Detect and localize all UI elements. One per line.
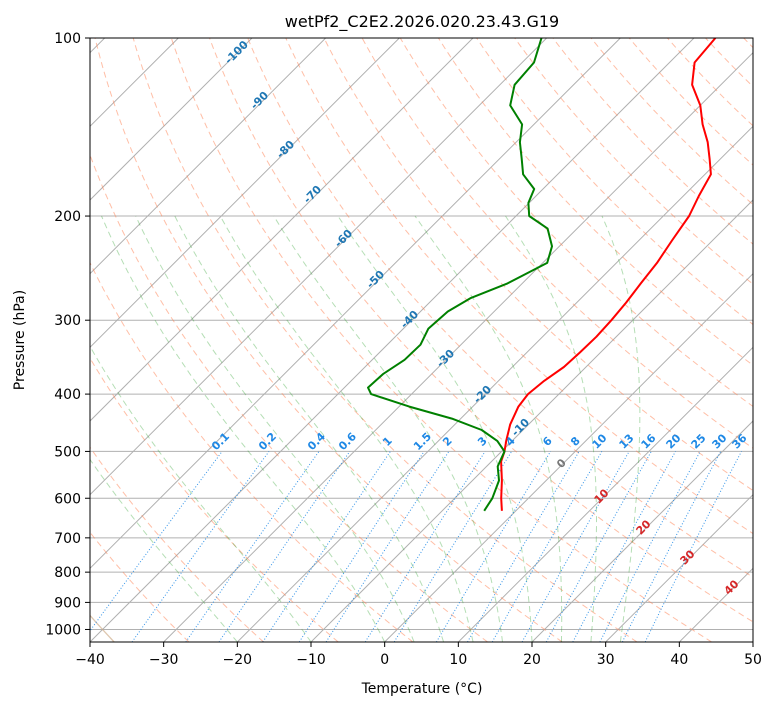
isotherm-line: [90, 38, 695, 642]
dry-adiabat-line: [90, 446, 264, 642]
mixing-ratio-line: [298, 451, 425, 642]
y-tick-label: 800: [54, 565, 81, 581]
isotherm-line: [457, 346, 753, 642]
isobar-grid: [90, 38, 753, 630]
x-tick-label: −20: [223, 652, 253, 668]
y-tick-label: 100: [54, 31, 81, 47]
x-tick-label: 10: [449, 652, 467, 668]
x-tick-label: −30: [149, 652, 179, 668]
dry-adiabat-lines: [90, 38, 753, 642]
plot-frame: [89, 37, 754, 643]
dry-adiabat-line: [94, 38, 563, 642]
mixing-ratio-line: [644, 451, 742, 642]
mixing-ratio-line: [467, 451, 580, 642]
dry-adiabat-line: [90, 261, 414, 642]
mixing-ratio-line: [435, 451, 552, 642]
isotherm-line: [531, 420, 753, 642]
moist-adiabat-line: [273, 215, 503, 642]
x-tick-label: 0: [380, 652, 389, 668]
isotherm-line: [90, 38, 548, 496]
mixing-ratio-line: [262, 451, 391, 642]
x-tick-label: 40: [670, 652, 688, 668]
isotherm-line: [384, 272, 753, 642]
dry-adiabat-line: [323, 38, 753, 492]
y-tick-label: 400: [54, 387, 81, 403]
moist-adiabat-line: [135, 215, 415, 642]
mixing-ratio-line: [131, 451, 270, 642]
isotherm-line: [163, 51, 753, 642]
x-tick-label: −10: [296, 652, 326, 668]
mixing-ratio-line: [90, 451, 223, 632]
moist-adiabat-line: [90, 345, 312, 642]
mixing-ratio-line: [545, 451, 652, 642]
x-tick-label: −40: [75, 652, 105, 668]
moist-adiabat-line: [337, 215, 533, 642]
moist-adiabat-line: [505, 215, 597, 642]
y-tick-label: 300: [54, 313, 81, 329]
mixing-ratio-line: [521, 451, 630, 642]
dewpoint-profile-line: [367, 38, 553, 512]
moist-adiabat-lines: [90, 215, 641, 642]
x-tick-label: 50: [744, 652, 762, 668]
moist-adiabat-line: [414, 215, 563, 642]
y-axis-title: Pressure (hPa): [12, 290, 28, 390]
isotherm-line: [90, 38, 253, 201]
isotherm-line: [236, 125, 753, 642]
mixing-ratio-line: [491, 451, 603, 642]
moist-adiabat-line: [174, 215, 445, 642]
dry-adiabat-line: [361, 38, 753, 449]
moist-adiabat-line: [101, 215, 386, 642]
dry-adiabat-line: [247, 38, 753, 578]
y-tick-label: 200: [54, 209, 81, 225]
chart-title: wetPf2_C2E2.2026.020.23.43.G19: [285, 12, 559, 32]
mixing-ratio-line: [218, 451, 351, 642]
y-tick-label: 900: [54, 595, 81, 611]
dry-adiabat-line: [476, 38, 753, 326]
temperature-profile-line: [500, 38, 717, 511]
isotherm-line: [90, 38, 400, 349]
y-tick-label: 1000: [45, 622, 81, 638]
moist-adiabat-line: [601, 215, 641, 642]
moist-adiabat-line: [90, 458, 238, 642]
sounding-profiles: [367, 38, 717, 512]
isotherm-line: [605, 493, 753, 642]
dry-adiabat-line: [590, 38, 753, 206]
mixing-ratio-lines: [90, 451, 742, 642]
dry-adiabat-line: [132, 38, 638, 642]
x-tick-label: 20: [523, 652, 541, 668]
y-tick-label: 700: [54, 531, 81, 547]
x-axis-title: Temperature (°C): [361, 681, 483, 697]
dry-adiabat-line: [399, 38, 753, 408]
isotherm-line: [90, 38, 474, 422]
dry-adiabat-line: [209, 38, 753, 623]
mixing-ratio-line: [393, 451, 513, 642]
x-axis: −40 −30 −20 −10 0 10 20 30 40 50: [75, 642, 762, 668]
dry-adiabat-line: [170, 38, 712, 642]
isotherm-line: [90, 38, 327, 275]
y-tick-label: 500: [54, 444, 81, 460]
y-tick-label: 600: [54, 491, 81, 507]
x-tick-label: 30: [597, 652, 615, 668]
plot-area: [90, 38, 753, 642]
mixing-ratio-line: [572, 451, 676, 642]
dry-adiabat-line: [628, 38, 753, 166]
moist-adiabat-line: [219, 215, 474, 642]
dry-adiabat-line: [514, 38, 753, 285]
y-axis: 100 200 300 400 500 600 700 800 900 1000: [45, 31, 90, 638]
